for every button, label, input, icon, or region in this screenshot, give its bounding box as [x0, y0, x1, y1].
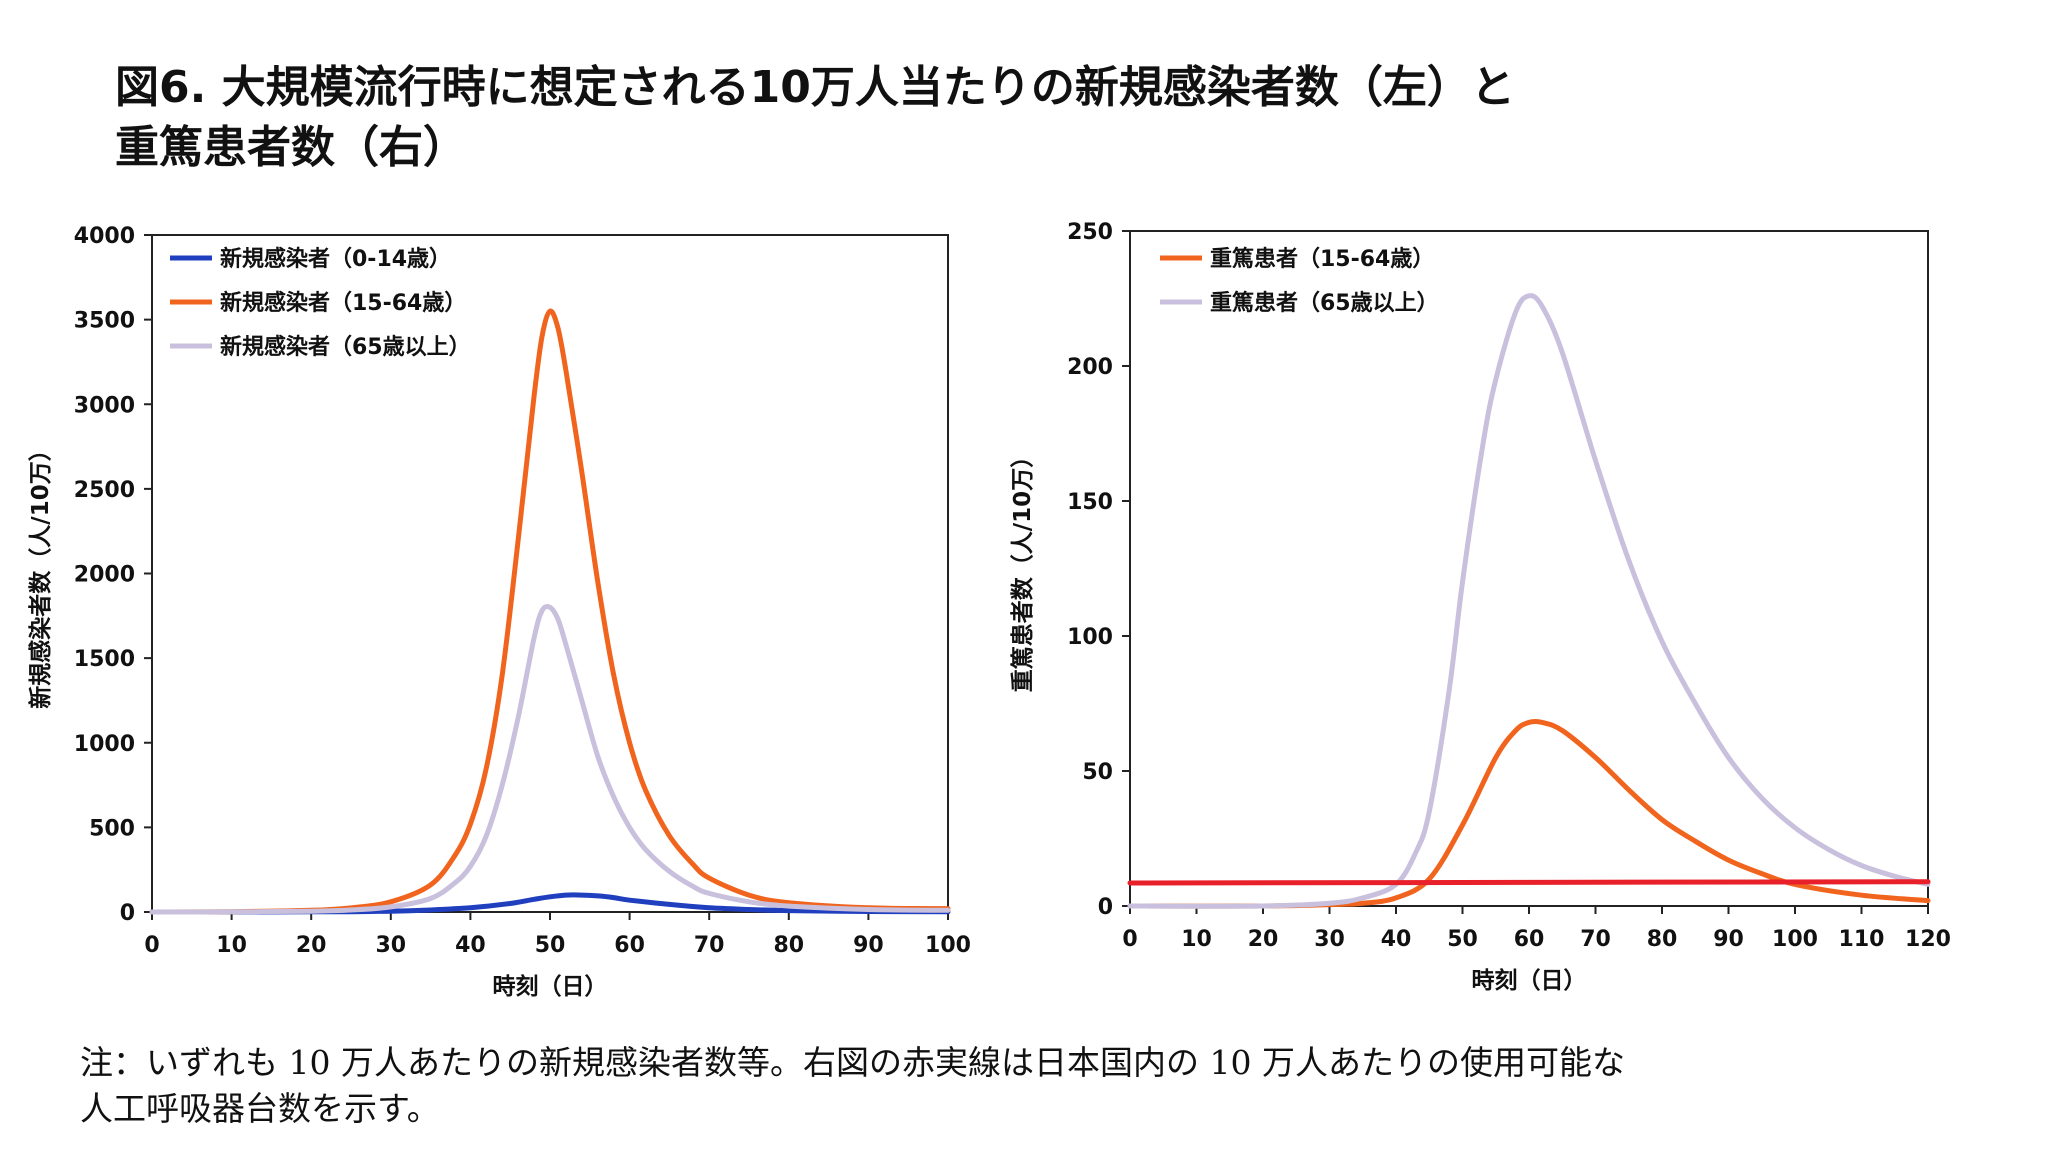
y-tick-label: 150	[1067, 490, 1113, 515]
x-tick-label: 10	[1181, 927, 1212, 952]
y-tick-label: 50	[1082, 760, 1113, 785]
x-axis-label: 時刻（日）	[493, 973, 608, 1000]
y-tick-label: 500	[89, 816, 135, 841]
x-tick-label: 20	[1248, 927, 1279, 952]
footnote-line1: 注：いずれも 10 万人あたりの新規感染者数等。右図の赤実線は日本国内の 10 …	[80, 1043, 1625, 1082]
y-tick-label: 1000	[74, 732, 135, 757]
figure-title-line2: 重篤患者数（右）	[115, 122, 467, 173]
y-tick-label: 0	[120, 901, 135, 926]
figure-title-line1: 図6. 大規模流行時に想定される10万人当たりの新規感染者数（左）と	[115, 62, 1515, 113]
x-tick-label: 90	[1713, 927, 1744, 952]
series-line-orange	[1127, 718, 1931, 909]
x-tick-label: 110	[1839, 927, 1885, 952]
x-tick-label: 100	[1772, 927, 1818, 952]
x-tick-label: 50	[1447, 927, 1478, 952]
y-tick-label: 0	[1098, 895, 1113, 920]
y-tick-label: 3500	[74, 309, 135, 334]
x-tick-label: 70	[1580, 927, 1611, 952]
x-tick-label: 0	[144, 933, 159, 958]
legend-label: 重篤患者（15-64歳）	[1210, 246, 1434, 272]
x-tick-label: 50	[535, 933, 566, 958]
x-tick-label: 40	[455, 933, 486, 958]
chart-2: 0 50 100 150 200 250 0 10 20 30 40 50 60 70 80 90 100 110…	[1009, 220, 1951, 994]
x-tick-label: 30	[1314, 927, 1345, 952]
x-tick-label: 80	[1647, 927, 1678, 952]
x-tick-label: 90	[853, 933, 884, 958]
x-tick-label: 60	[1514, 927, 1545, 952]
y-axis-label: 新規感染者数（人/10万）	[27, 438, 54, 708]
x-tick-label: 80	[773, 933, 804, 958]
legend-label: 新規感染者（65歳以上）	[220, 334, 471, 360]
plot-frame	[151, 234, 949, 913]
series-line-orange	[149, 308, 951, 915]
x-tick-label: 30	[375, 933, 406, 958]
x-tick-label: 40	[1381, 927, 1412, 952]
y-axis-label: 重篤患者数（人/10万）	[1009, 445, 1036, 692]
plot-frame	[1129, 230, 1929, 907]
x-tick-label: 100	[925, 933, 971, 958]
y-tick-label: 3000	[74, 393, 135, 418]
y-tick-label: 250	[1067, 220, 1113, 245]
legend-label: 新規感染者（15-64歳）	[220, 290, 466, 316]
footnote-line2: 人工呼吸器台数を示す。	[80, 1089, 440, 1128]
y-tick-label: 4000	[74, 224, 135, 249]
y-tick-label: 2500	[74, 478, 135, 503]
legend-label: 新規感染者（0-14歳）	[220, 246, 451, 272]
y-tick-label: 100	[1067, 625, 1113, 650]
y-tick-label: 200	[1067, 355, 1113, 380]
y-tick-label: 2000	[74, 563, 135, 588]
x-tick-label: 10	[216, 933, 247, 958]
x-tick-label: 0	[1122, 927, 1137, 952]
x-tick-label: 20	[296, 933, 327, 958]
x-tick-label: 60	[614, 933, 645, 958]
x-axis-label: 時刻（日）	[1472, 967, 1587, 994]
y-tick-label: 1500	[74, 647, 135, 672]
series-line-red	[1127, 879, 1931, 886]
x-tick-label: 70	[694, 933, 725, 958]
series-line-lavender	[149, 603, 951, 915]
x-tick-label: 120	[1905, 927, 1951, 952]
chart-1: 0 500 1000 1500 2000 2500 3000 3500 4000 0 10 20 30 4…	[27, 224, 971, 1000]
legend-label: 重篤患者（65歳以上）	[1210, 290, 1439, 316]
